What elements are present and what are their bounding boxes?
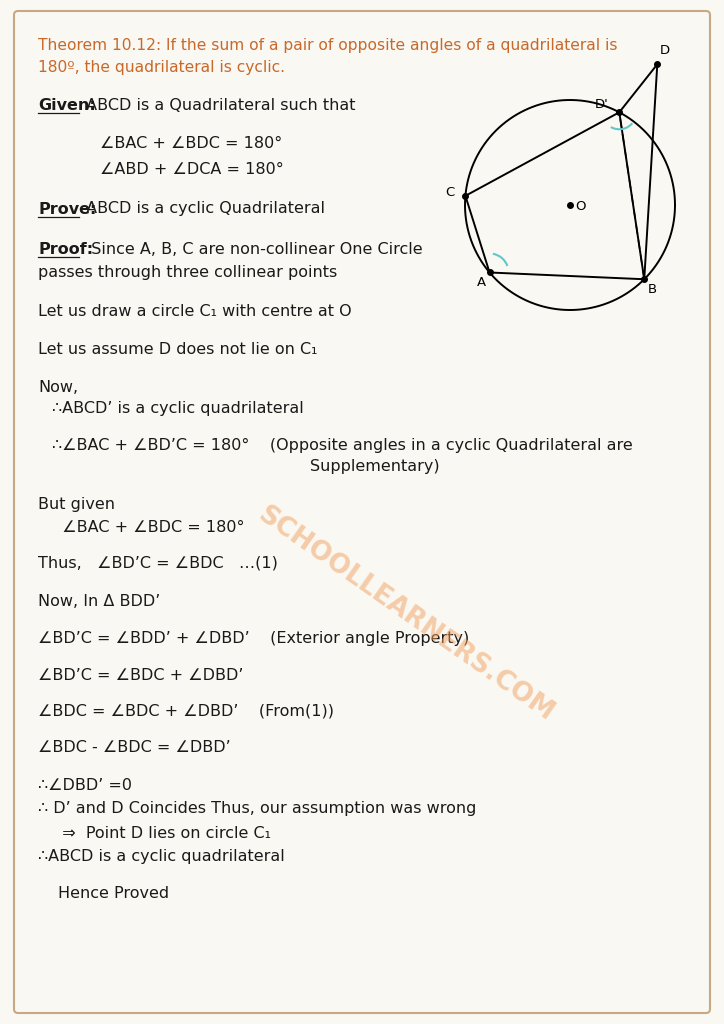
Text: Prove:: Prove: bbox=[38, 202, 96, 216]
Text: ABCD is a cyclic Quadrilateral: ABCD is a cyclic Quadrilateral bbox=[81, 202, 325, 216]
Text: Supplementary): Supplementary) bbox=[310, 460, 439, 474]
Text: Given:: Given: bbox=[38, 97, 96, 113]
FancyBboxPatch shape bbox=[14, 11, 710, 1013]
Text: ∠BD’C = ∠BDD’ + ∠DBD’    (Exterior angle Property): ∠BD’C = ∠BDD’ + ∠DBD’ (Exterior angle Pr… bbox=[38, 632, 469, 646]
Text: ∴ABCD is a cyclic quadrilateral: ∴ABCD is a cyclic quadrilateral bbox=[38, 850, 285, 864]
Text: ∠BAC + ∠BDC = 180°: ∠BAC + ∠BDC = 180° bbox=[52, 519, 245, 535]
Text: D': D' bbox=[594, 98, 608, 112]
Text: Since A, B, C are non-collinear One Circle: Since A, B, C are non-collinear One Circ… bbox=[81, 242, 423, 256]
Text: ∴∠DBD’ =0: ∴∠DBD’ =0 bbox=[38, 777, 132, 793]
Text: ∴ D’ and D Coincides Thus, our assumption was wrong: ∴ D’ and D Coincides Thus, our assumptio… bbox=[38, 802, 476, 816]
Text: C: C bbox=[445, 185, 454, 199]
Text: Let us draw a circle C₁ with centre at O: Let us draw a circle C₁ with centre at O bbox=[38, 303, 352, 318]
Text: A: A bbox=[477, 276, 486, 290]
Text: ∴ABCD’ is a cyclic quadrilateral: ∴ABCD’ is a cyclic quadrilateral bbox=[52, 401, 304, 417]
Text: ∠BD’C = ∠BDC + ∠DBD’: ∠BD’C = ∠BDC + ∠DBD’ bbox=[38, 668, 243, 683]
Text: SCHOOLLEARNERS.COM: SCHOOLLEARNERS.COM bbox=[253, 502, 558, 727]
Text: But given: But given bbox=[38, 498, 115, 512]
Text: O: O bbox=[575, 200, 585, 213]
Text: D: D bbox=[660, 44, 670, 57]
Text: ABCD is a Quadrilateral such that: ABCD is a Quadrilateral such that bbox=[81, 97, 355, 113]
Text: Proof:: Proof: bbox=[38, 242, 93, 256]
Text: Theorem 10.12: If the sum of a pair of opposite angles of a quadrilateral is
180: Theorem 10.12: If the sum of a pair of o… bbox=[38, 38, 618, 75]
Text: Thus,   ∠BD’C = ∠BDC   …(1): Thus, ∠BD’C = ∠BDC …(1) bbox=[38, 555, 278, 570]
Text: ⇒  Point D lies on circle C₁: ⇒ Point D lies on circle C₁ bbox=[52, 825, 271, 841]
Text: Let us assume D does not lie on C₁: Let us assume D does not lie on C₁ bbox=[38, 341, 318, 356]
Text: B: B bbox=[648, 284, 657, 296]
Text: ∠ABD + ∠DCA = 180°: ∠ABD + ∠DCA = 180° bbox=[100, 162, 284, 176]
Text: Now, In Δ BDD’: Now, In Δ BDD’ bbox=[38, 594, 160, 608]
Text: ∠BAC + ∠BDC = 180°: ∠BAC + ∠BDC = 180° bbox=[100, 135, 282, 151]
Text: ∴∠BAC + ∠BD’C = 180°    (Opposite angles in a cyclic Quadrilateral are: ∴∠BAC + ∠BD’C = 180° (Opposite angles in… bbox=[52, 437, 633, 453]
Text: ∠BDC - ∠BDC = ∠DBD’: ∠BDC - ∠BDC = ∠DBD’ bbox=[38, 739, 231, 755]
Text: Hence Proved: Hence Proved bbox=[58, 886, 169, 900]
Text: Now,: Now, bbox=[38, 380, 78, 394]
Text: ∠BDC = ∠BDC + ∠DBD’    (From(1)): ∠BDC = ∠BDC + ∠DBD’ (From(1)) bbox=[38, 703, 334, 719]
Text: passes through three collinear points: passes through three collinear points bbox=[38, 265, 337, 281]
